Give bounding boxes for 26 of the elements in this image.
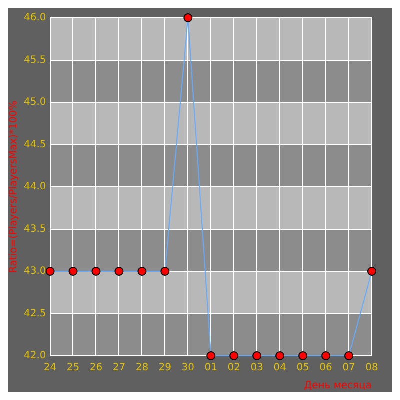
y-axis-title: Ratio=(Players/PlayersMax)*100%: [8, 100, 20, 274]
x-tick-label: 26: [90, 362, 103, 374]
y-tick-label: 43.5: [24, 224, 46, 235]
x-tick-label: 25: [66, 362, 80, 374]
x-tick-label: 04: [274, 362, 286, 374]
y-tick-label: 42.0: [24, 350, 46, 362]
y-tick-label: 44.0: [24, 182, 46, 193]
y-tick-label: 46.0: [24, 12, 46, 24]
x-tick-label: 30: [182, 362, 195, 374]
x-tick-label: 06: [320, 362, 332, 374]
x-tick-label: 07: [342, 362, 356, 374]
y-tick-label: 45.0: [24, 97, 46, 108]
x-tick-label: 01: [204, 362, 218, 374]
x-tick-label: 28: [136, 362, 149, 374]
x-tick-label: 05: [296, 362, 310, 374]
y-tick-label: 43.0: [24, 266, 46, 278]
x-tick-label: 08: [366, 362, 378, 374]
x-tick-label: 02: [228, 362, 240, 374]
x-tick-label: 27: [112, 362, 126, 374]
y-tick-label: 42.5: [24, 308, 46, 320]
x-tick-label: 24: [44, 362, 57, 374]
x-tick-label: 03: [250, 362, 264, 374]
x-axis-title: День месяца: [304, 380, 372, 392]
x-tick-label: 29: [158, 362, 172, 374]
y-tick-label: 44.5: [24, 139, 46, 150]
y-tick-label: 45.5: [24, 54, 46, 66]
